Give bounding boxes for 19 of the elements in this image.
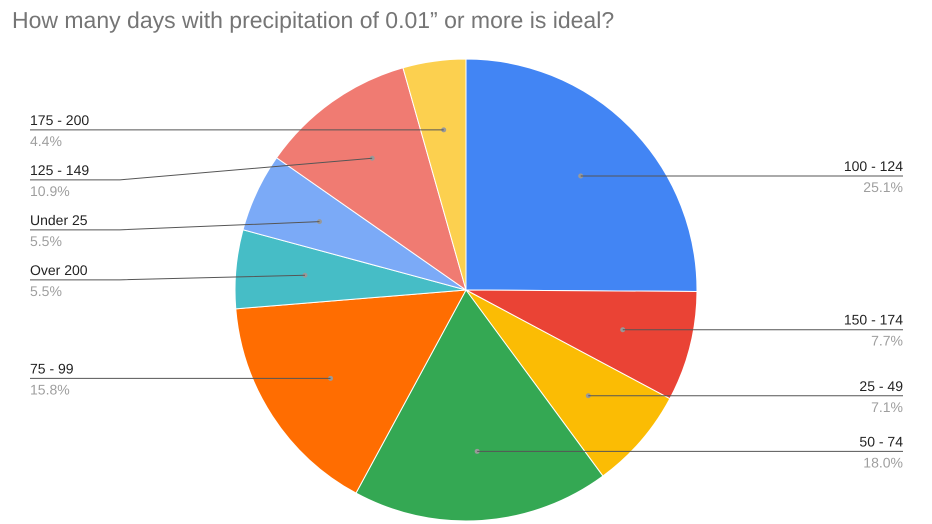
slice-label: 25 - 49 [859,378,904,394]
data-label: 5.5% [30,282,62,299]
slice-label: 75 - 99 [30,360,74,376]
slice-label: 125 - 149 [30,162,90,178]
slice-label: 175 - 200 [30,112,90,128]
data-label: 18.0% [863,454,903,470]
slice-label: 150 - 174 [844,312,904,328]
slice-label: Over 200 [30,262,88,278]
slice-label: 50 - 74 [859,433,904,450]
data-label: 25.1% [863,179,903,196]
data-label: 7.7% [871,332,903,349]
data-label: 4.4% [30,132,62,149]
slice-label: Under 25 [30,212,88,228]
data-label: 5.5% [30,232,62,249]
data-label: 15.8% [30,381,70,398]
data-label: 7.1% [871,398,903,415]
data-label: 10.9% [30,182,70,199]
chart-title: How many days with precipitation of 0.01” or more is ideal? [12,7,614,33]
slice-label: 100 - 124 [844,158,904,174]
